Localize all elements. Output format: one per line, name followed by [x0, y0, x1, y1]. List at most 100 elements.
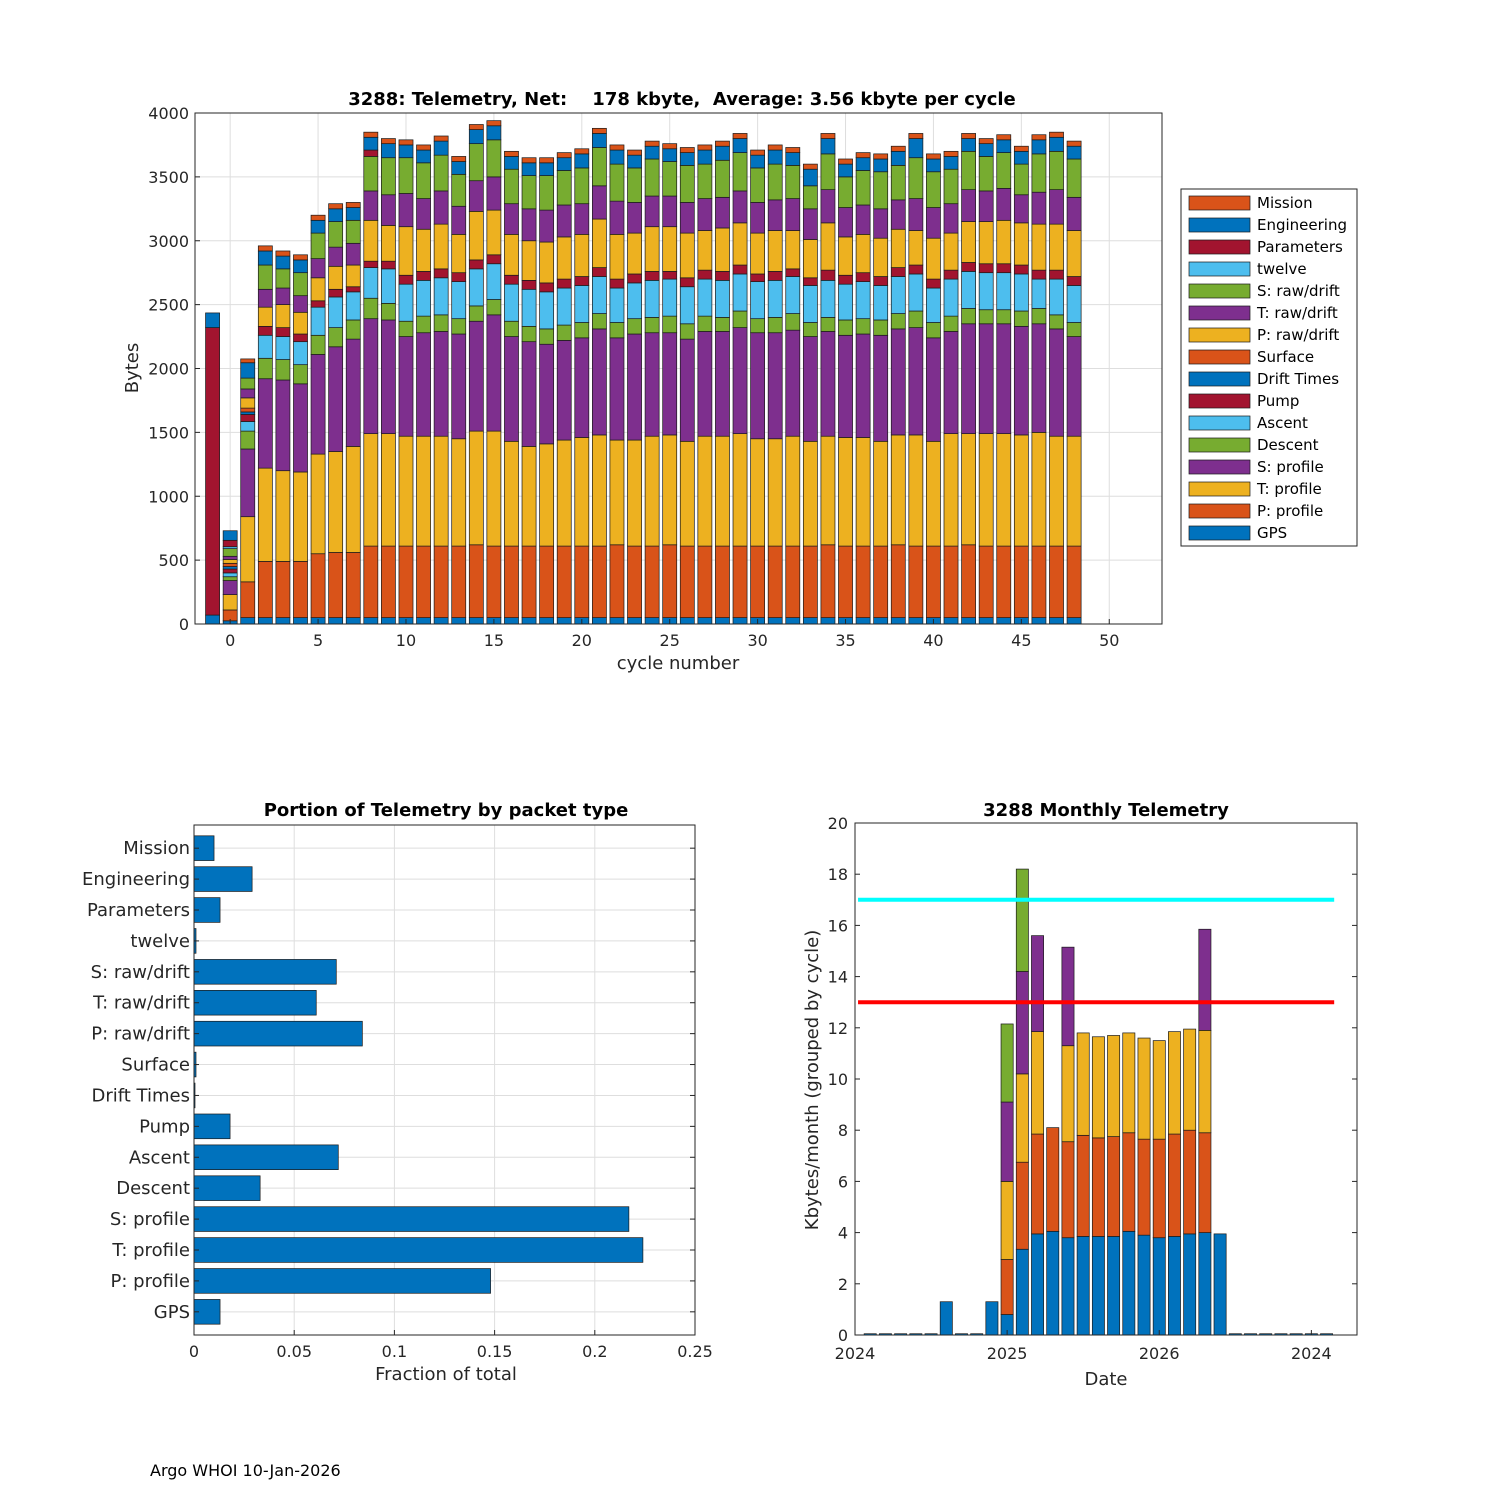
top-chart-bar-segment [820, 617, 836, 625]
top-chart-bar-segment [521, 288, 537, 327]
hbar-chart-category-label: P: raw/drift [91, 1024, 190, 1045]
hbar-chart-category-label: Descent [116, 1178, 190, 1199]
top-chart-bar-segment [873, 237, 889, 277]
top-chart-bar-segment [855, 437, 871, 547]
top-chart-bar-segment [539, 282, 555, 293]
top-chart-bar-segment [275, 617, 291, 625]
top-chart-bar-segment [679, 323, 695, 340]
top-chart-bar-segment [398, 193, 414, 228]
top-chart-bar-segment [732, 273, 748, 312]
top-chart-bar-segment [293, 383, 308, 473]
legend-swatch [1188, 261, 1251, 277]
top-chart-bar-segment [363, 219, 379, 262]
top-chart-bar-segment [715, 227, 730, 272]
top-chart-bar-segment [662, 434, 678, 546]
top-chart-bar-segment [943, 150, 959, 157]
top-chart-bar-segment [750, 318, 766, 334]
top-chart-bar-segment [222, 548, 238, 557]
top-chart-bar-segment [609, 163, 625, 202]
top-chart-bar-segment [345, 617, 361, 625]
top-chart-bar-segment [1049, 223, 1064, 271]
top-chart-bar-segment [398, 144, 414, 159]
top-chart-bar-segment [943, 545, 959, 618]
top-chart-bar-segment [363, 149, 379, 157]
top-chart-bar-segment [416, 144, 431, 151]
top-chart-bar-segment [257, 617, 273, 625]
top-chart-bar-segment [222, 539, 238, 548]
top-chart-bar-segment [644, 332, 660, 437]
legend-label: Surface [1257, 348, 1314, 366]
top-chart-bar-segment [750, 545, 766, 618]
top-chart-bar-segment [486, 254, 502, 265]
monthly-chart-y-tick-label: 16 [828, 916, 848, 935]
top-chart-x-tick-label: 50 [1099, 631, 1119, 650]
top-chart-bar-segment [345, 264, 361, 288]
top-chart-bar-segment [908, 617, 924, 625]
monthly-chart-ylabel: Kbytes/month (grouped by cycle) [802, 930, 823, 1230]
top-chart-bar-segment [609, 337, 625, 441]
top-chart-bar-segment [996, 219, 1012, 265]
top-chart-bar-segment [961, 262, 976, 272]
top-chart-bar-segment [908, 310, 924, 328]
top-chart-bar-segment [838, 236, 853, 276]
monthly-chart-bar-segment [1031, 1133, 1044, 1235]
top-chart-bar-segment [257, 378, 273, 469]
monthly-chart-bar-segment [1137, 1234, 1151, 1336]
top-chart-bar-segment [398, 435, 414, 547]
top-chart-bar-segment [767, 230, 783, 272]
top-chart-bar-segment [908, 545, 924, 618]
top-chart-bar-segment [890, 617, 906, 625]
legend-swatch [1188, 239, 1251, 255]
top-chart-bar-segment [820, 189, 836, 224]
top-chart-bar-segment [609, 439, 625, 546]
top-chart-bar-segment [873, 334, 889, 442]
legend-swatch [1188, 459, 1251, 475]
top-chart-bar-segment [345, 291, 361, 321]
top-chart-bar-segment [433, 135, 449, 142]
hbar-chart-bar [193, 1020, 363, 1047]
top-chart-bar-segment [381, 617, 396, 625]
top-chart-bar-segment [978, 323, 994, 435]
legend-swatch [1188, 217, 1251, 233]
top-chart-bar-segment [855, 272, 871, 282]
top-chart-bar-segment [398, 283, 414, 322]
top-chart-bar-segment [961, 221, 976, 263]
top-chart-bar-segment [996, 152, 1012, 189]
monthly-chart-y-tick-label: 14 [828, 968, 848, 987]
top-chart-bar-segment [222, 555, 238, 560]
top-chart-bar-segment [574, 437, 590, 547]
top-chart-bar-segment [345, 319, 361, 340]
top-chart-x-tick-label: 30 [747, 631, 767, 650]
top-chart-bar-segment [1049, 189, 1064, 225]
top-chart-bar-segment [363, 136, 379, 151]
top-chart-bar-segment [627, 273, 642, 284]
top-chart-bar-segment [310, 334, 326, 355]
top-chart-bar-segment [750, 273, 766, 282]
top-chart-bar-segment [257, 467, 273, 562]
top-chart-bar-segment [468, 124, 484, 130]
top-chart-bar-segment [574, 322, 590, 339]
top-chart-bar-segment [873, 617, 889, 625]
top-chart-bar-segment [978, 617, 994, 625]
top-chart-y-tick-label: 2000 [148, 360, 189, 379]
top-chart-bar-segment [1066, 322, 1082, 337]
top-chart-bar-segment [802, 545, 818, 618]
monthly-chart-bar-segment [1091, 1236, 1105, 1336]
top-chart-bar-segment [662, 278, 678, 317]
top-chart-bar-segment [715, 331, 730, 437]
top-chart-bar-segment [257, 334, 273, 359]
top-chart-bar-segment [310, 214, 326, 221]
top-chart-bar-segment [1049, 314, 1064, 330]
top-chart-bar-segment [750, 281, 766, 320]
top-chart-x-tick-label: 20 [572, 631, 592, 650]
top-chart-bar-segment [978, 221, 994, 265]
legend-swatch [1188, 349, 1251, 365]
top-chart-bar-segment [890, 145, 906, 152]
top-chart-bar-segment [293, 341, 308, 366]
top-chart-bar-segment [451, 333, 467, 440]
top-chart-bar-segment [732, 190, 748, 224]
top-chart-bar-segment [838, 158, 853, 165]
top-chart-bar-segment [1013, 310, 1029, 327]
top-chart-bar-segment [363, 545, 379, 618]
top-chart-y-tick-label: 500 [158, 551, 189, 570]
